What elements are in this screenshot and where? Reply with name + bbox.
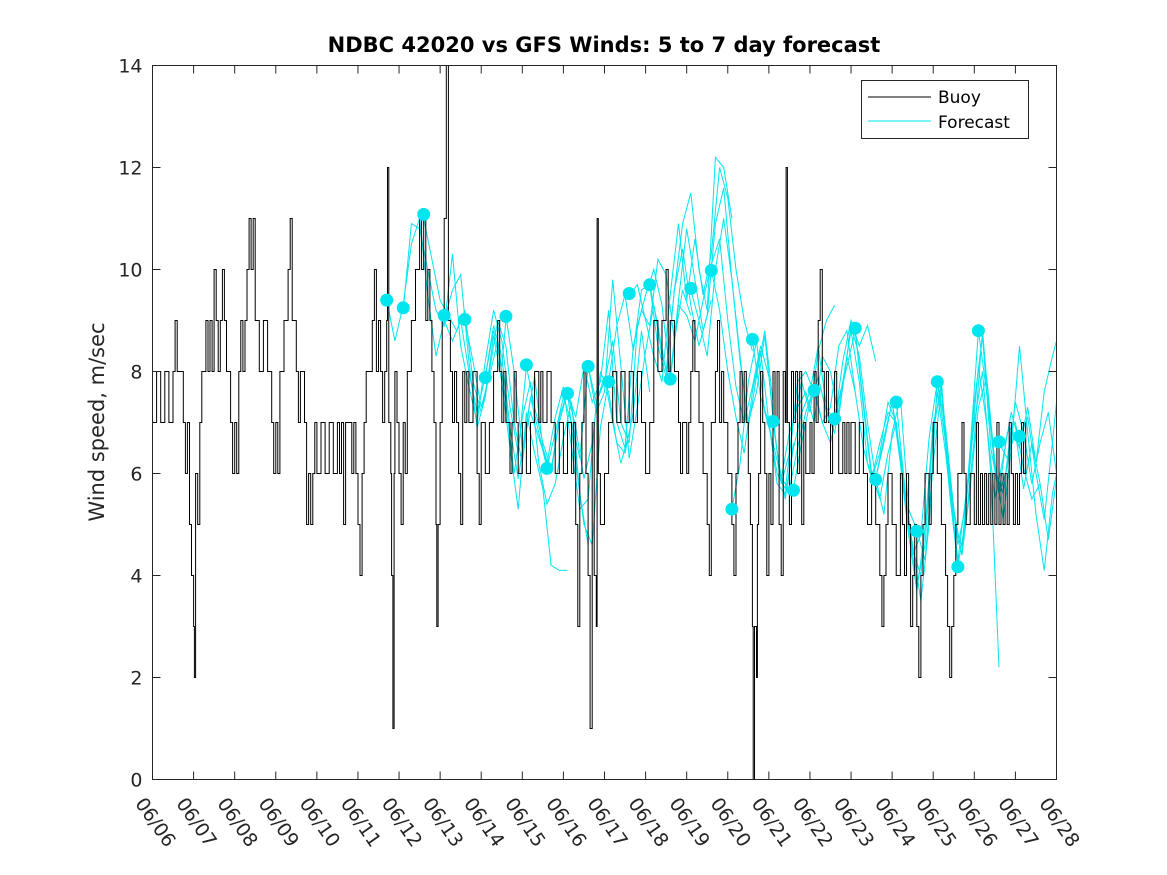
forecast-marker: [380, 293, 394, 307]
x-tick-label: 06/11: [336, 794, 385, 851]
forecast-line: [628, 167, 753, 382]
forecast-marker: [684, 281, 698, 295]
forecast-marker: [499, 309, 513, 323]
y-tick-label: 8: [130, 362, 142, 384]
forecast-marker: [396, 301, 410, 315]
forecast-marker: [437, 308, 451, 322]
forecast-line: [957, 330, 1057, 566]
forecast-markers: [380, 207, 1026, 574]
forecast-marker: [787, 483, 800, 497]
legend: Buoy Forecast: [861, 80, 1029, 139]
forecast-marker: [807, 383, 821, 397]
x-tick-label: 06/24: [870, 794, 919, 851]
forecast-line: [998, 432, 1057, 540]
forecast-marker: [643, 278, 657, 292]
buoy-line: [152, 65, 1027, 780]
forecast-marker: [602, 375, 616, 389]
forecast-marker: [971, 324, 985, 338]
x-tick-label: 06/12: [377, 794, 426, 851]
plot-area: [152, 65, 1057, 780]
forecast-marker: [519, 358, 533, 372]
forecast-marker: [869, 473, 883, 487]
y-axis: 0 2 4 6 8 10 12 14: [118, 56, 1057, 792]
forecast-line: [525, 330, 651, 479]
forecast-marker: [889, 395, 903, 409]
forecast-marker: [622, 287, 636, 300]
forecast-marker: [992, 435, 1006, 449]
forecast-line: [690, 218, 815, 484]
x-tick-label: 06/22: [788, 794, 837, 851]
forecast-line: [875, 371, 1000, 668]
forecast-marker: [581, 359, 595, 373]
y-tick-label: 14: [118, 56, 142, 78]
legend-box: [861, 80, 1029, 139]
y-tick-label: 0: [130, 770, 142, 792]
x-tick-label: 06/20: [706, 794, 755, 851]
forecast-marker: [561, 386, 574, 400]
x-tick-label: 06/07: [171, 794, 220, 851]
forecast-marker: [725, 502, 739, 516]
forecast-marker: [828, 412, 842, 426]
y-tick-label: 4: [130, 566, 142, 588]
x-tick-label: 06/18: [623, 794, 672, 851]
x-tick-label: 06/16: [541, 794, 590, 851]
x-tick-label: 06/23: [829, 794, 878, 851]
forecast-line: [1019, 402, 1057, 520]
x-tick-label: 06/14: [459, 794, 508, 851]
buoy-series: [152, 65, 1027, 780]
forecast-marker: [910, 524, 924, 538]
x-tick-label: 06/13: [418, 794, 467, 851]
legend-forecast-label: Forecast: [938, 113, 1010, 133]
x-tick-label: 06/06: [130, 794, 179, 851]
x-tick-label: 06/17: [582, 794, 631, 851]
forecast-marker: [848, 321, 862, 335]
x-tick-label: 06/28: [1034, 794, 1083, 851]
y-tick-label: 2: [130, 668, 142, 690]
forecast-marker: [417, 207, 431, 221]
forecast-marker: [663, 372, 677, 386]
forecast-marker: [1013, 429, 1026, 443]
forecast-marker: [745, 332, 759, 346]
legend-buoy-label: Buoy: [938, 88, 981, 108]
forecast-marker: [951, 560, 965, 574]
x-tick-label: 06/10: [295, 794, 344, 851]
y-axis-label: Wind speed, m/sec: [85, 322, 109, 521]
y-tick-label: 12: [118, 158, 142, 180]
forecast-marker: [766, 415, 780, 428]
x-tick-label: 06/26: [952, 794, 1001, 851]
y-tick-label: 6: [130, 464, 142, 486]
forecast-marker: [458, 313, 472, 326]
forecast-marker: [930, 375, 944, 389]
x-tick-label: 06/21: [747, 794, 796, 851]
forecast-marker: [478, 371, 492, 385]
forecast-marker: [540, 461, 554, 475]
forecast-line: [977, 330, 1057, 495]
y-tick-label: 10: [118, 260, 142, 282]
x-tick-label: 06/27: [993, 794, 1042, 851]
x-tick-label: 06/25: [911, 794, 960, 851]
forecast-marker: [704, 264, 718, 277]
x-tick-label: 06/19: [665, 794, 714, 851]
chart-title: NDBC 42020 vs GFS Winds: 5 to 7 day fore…: [328, 33, 881, 57]
x-tick-label: 06/08: [213, 794, 262, 851]
x-tick-label: 06/09: [254, 794, 303, 851]
forecast-line: [546, 279, 671, 469]
x-tick-label: 06/15: [500, 794, 549, 851]
